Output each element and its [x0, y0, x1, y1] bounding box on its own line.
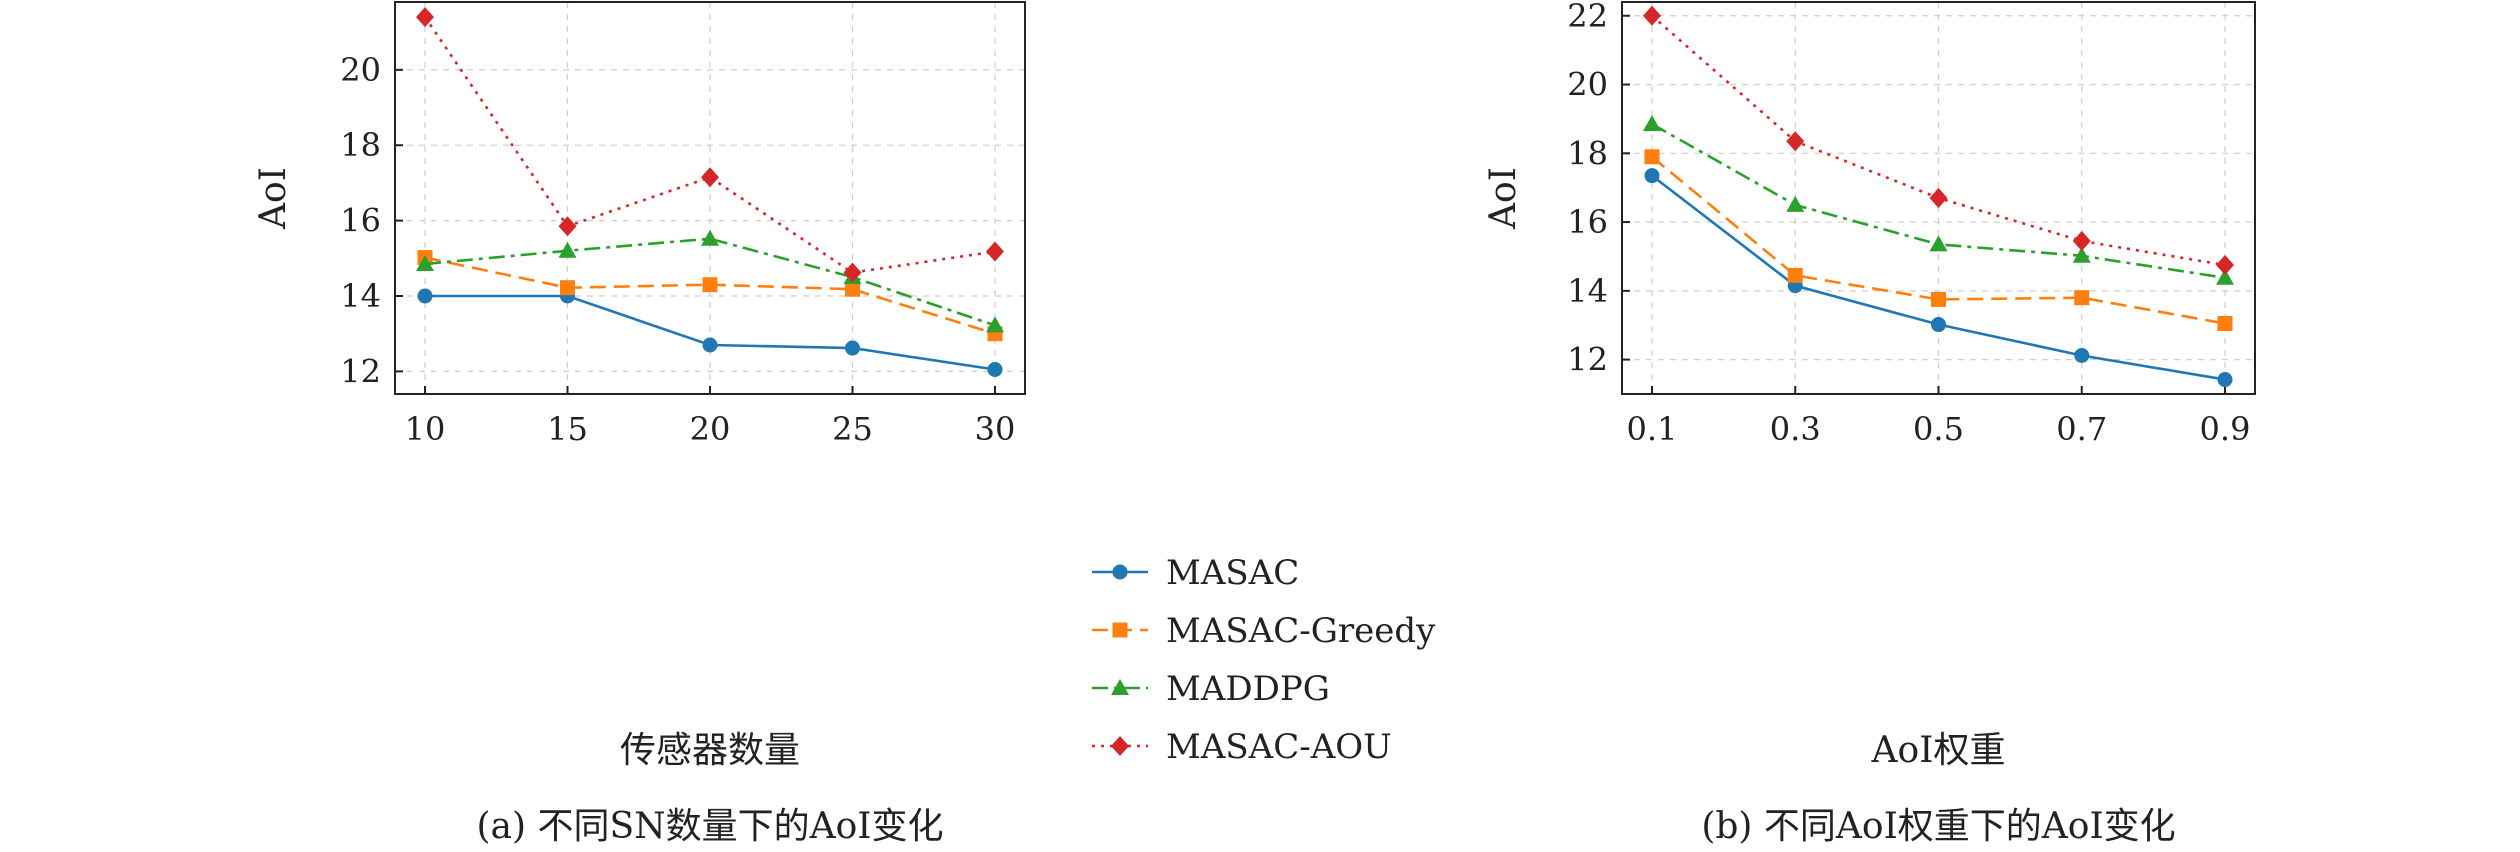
- data-point: [843, 262, 862, 283]
- data-point: [701, 167, 719, 188]
- data-point: [1931, 291, 1946, 307]
- series-masac-greedy: [417, 250, 1003, 342]
- x-tick-label: 0.7: [2056, 410, 2107, 448]
- data-point: [416, 7, 434, 28]
- data-point: [1643, 115, 1661, 132]
- series-line: [1651, 155, 2226, 325]
- data-point: [701, 229, 719, 246]
- legend-marker: [1112, 564, 1128, 580]
- series-masac-greedy: [1644, 149, 2233, 332]
- data-point: [560, 280, 575, 296]
- data-point: [1643, 5, 1661, 26]
- data-point: [845, 340, 860, 356]
- data-point: [702, 337, 718, 353]
- chart-caption: (a) 不同SN数量下的AoI变化: [476, 806, 943, 847]
- y-tick-label: 18: [340, 126, 381, 164]
- data-point: [1787, 267, 1803, 283]
- x-tick-label: 15: [547, 410, 588, 448]
- y-tick-label: 18: [1567, 134, 1608, 172]
- data-point: [1786, 195, 1805, 212]
- legend-entry: MADDPG: [1092, 669, 1330, 709]
- y-tick-label: 14: [340, 277, 381, 315]
- legend-marker: [1111, 679, 1129, 695]
- data-point: [1929, 235, 1948, 252]
- y-tick-label: 16: [1567, 203, 1608, 241]
- y-axis-label: AoI: [253, 167, 294, 230]
- y-tick-label: 22: [1567, 0, 1608, 35]
- series-masac: [1644, 168, 2233, 388]
- x-tick-label: 0.3: [1770, 410, 1821, 448]
- series-maddpg: [1643, 115, 2234, 285]
- x-tick-label: 30: [975, 410, 1016, 448]
- y-axis-label: AoI: [1483, 167, 1524, 230]
- data-point: [2074, 347, 2090, 363]
- x-tick-label: 20: [690, 410, 731, 448]
- data-point: [2216, 255, 2234, 276]
- x-axis-label: AoI权重: [1871, 730, 2006, 771]
- y-tick-label: 12: [340, 352, 381, 390]
- legend-marker: [1112, 622, 1128, 638]
- grid: [395, 2, 1025, 394]
- data-point: [986, 316, 1004, 333]
- y-tick-label: 14: [1567, 272, 1608, 310]
- x-tick-label: 0.1: [1627, 410, 1678, 448]
- data-point: [1929, 188, 1948, 208]
- x-tick-label: 0.9: [2200, 410, 2251, 448]
- series-masac-aou: [416, 7, 1004, 283]
- data-point: [558, 241, 577, 258]
- legend-entry: MASAC-AOU: [1092, 727, 1392, 767]
- data-point: [1786, 131, 1805, 152]
- data-point: [1644, 168, 1660, 184]
- legend-label: MASAC-Greedy: [1166, 611, 1436, 651]
- series-line: [423, 16, 996, 274]
- chart-caption: (b) 不同AoI权重下的AoI变化: [1701, 806, 2175, 847]
- data-point: [2216, 268, 2234, 285]
- x-axis-label: 传感器数量: [620, 730, 800, 771]
- y-tick-label: 16: [340, 202, 381, 240]
- chart-b: 0.1 0.3 0.5 0.7 0.9 12 14 16 18 20 22 AoI权重 AoI (b) 不…: [1483, 0, 2256, 847]
- data-point: [2074, 290, 2090, 306]
- legend-label: MADDPG: [1166, 669, 1330, 709]
- y-tick-label: 20: [1567, 66, 1608, 104]
- data-point: [1931, 317, 1946, 333]
- y-tick-label: 12: [1567, 341, 1608, 379]
- legend-marker: [1111, 736, 1129, 756]
- legend-entry: MASAC-Greedy: [1092, 611, 1436, 651]
- chart-a: 10 15 20 25 30 12 14 16 18 20 传感器数量 AoI (a) 不同SN数量下的…: [253, 1, 1026, 847]
- data-point: [702, 277, 718, 293]
- series-line: [424, 237, 996, 327]
- y-tick-label: 20: [340, 51, 381, 89]
- data-point: [2072, 230, 2091, 251]
- data-point: [987, 362, 1003, 377]
- legend-label: MASAC: [1166, 553, 1299, 593]
- data-point: [558, 216, 577, 237]
- data-point: [417, 288, 433, 304]
- series-masac-aou: [1643, 5, 2234, 276]
- data-point: [2072, 246, 2091, 263]
- x-tick-label: 10: [405, 410, 446, 448]
- data-point: [416, 254, 434, 271]
- legend-entry: MASAC: [1092, 553, 1299, 593]
- x-tick-label: 0.5: [1913, 410, 1964, 448]
- legend: MASAC MASAC-Greedy MADDPG MASAC-AOU: [1092, 553, 1436, 767]
- data-point: [986, 241, 1004, 262]
- data-point: [845, 281, 860, 297]
- legend-label: MASAC-AOU: [1166, 727, 1392, 767]
- x-tick-label: 25: [832, 410, 873, 448]
- data-point: [2217, 316, 2233, 332]
- data-point: [2217, 372, 2233, 388]
- data-point: [1644, 149, 1660, 165]
